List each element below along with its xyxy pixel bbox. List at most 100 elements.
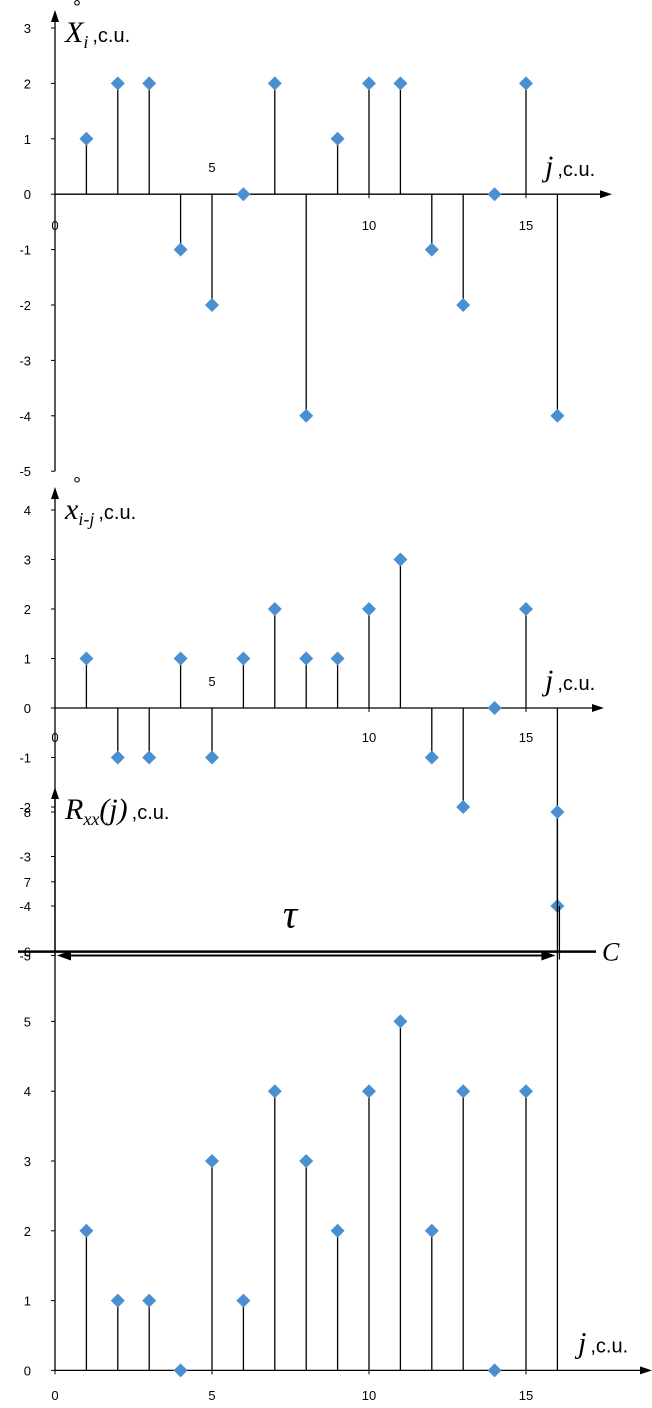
tau-arrow-right bbox=[541, 950, 556, 961]
y-tick-label: 1 bbox=[24, 1294, 31, 1309]
data-point bbox=[142, 1293, 157, 1308]
x-tick-label: 10 bbox=[362, 730, 376, 745]
x-axis-arrow bbox=[640, 1366, 652, 1375]
y-tick-label: 1 bbox=[24, 652, 31, 667]
y-tick-label: 3 bbox=[24, 21, 31, 36]
y-label-sub: i bbox=[83, 32, 88, 52]
y-label-unit: ,c.u. bbox=[92, 25, 130, 47]
data-point bbox=[393, 76, 408, 91]
y-axis-arrow bbox=[51, 10, 59, 22]
x-axis-label: j ,c.u. bbox=[541, 150, 595, 183]
data-point bbox=[236, 187, 251, 202]
x-label-unit: ,c.u. bbox=[590, 1335, 628, 1357]
y-tick-label: -5 bbox=[19, 949, 31, 964]
data-point bbox=[205, 1154, 219, 1168]
x-tick-label: 0 bbox=[51, 730, 58, 745]
y-tick-label: 8 bbox=[24, 805, 31, 820]
x-tick-label: 10 bbox=[362, 218, 376, 233]
data-point bbox=[424, 1223, 439, 1238]
y-tick-label: -1 bbox=[19, 751, 31, 766]
data-point bbox=[236, 651, 251, 666]
y-tick-label: 2 bbox=[24, 602, 31, 617]
tau-label: τ bbox=[283, 892, 299, 937]
data-point bbox=[393, 1014, 408, 1029]
data-point bbox=[267, 76, 282, 91]
data-point bbox=[299, 408, 314, 423]
x-label-unit: ,c.u. bbox=[557, 159, 595, 181]
data-point bbox=[173, 651, 188, 666]
data-point bbox=[110, 1293, 125, 1308]
y-label-arg: (j) bbox=[99, 793, 127, 826]
y-tick-label: -4 bbox=[19, 409, 31, 424]
y-tick-label: -3 bbox=[19, 353, 31, 368]
data-point bbox=[173, 1363, 188, 1378]
x-axis-label: j ,c.u. bbox=[574, 1326, 628, 1359]
tau-arrow-left bbox=[57, 950, 71, 961]
y-tick-label: 2 bbox=[24, 1224, 31, 1239]
y-label-main: X bbox=[64, 16, 85, 49]
y-label-ring: ° bbox=[73, 0, 81, 19]
y-axis-label: Xi ,c.u. bbox=[64, 16, 130, 52]
y-axis-arrow bbox=[51, 487, 59, 499]
y-tick-label: 1 bbox=[24, 132, 31, 147]
data-point bbox=[299, 1154, 314, 1168]
y-label-unit: ,c.u. bbox=[98, 502, 136, 524]
x-tick-label: 15 bbox=[519, 218, 533, 233]
data-point bbox=[236, 1293, 251, 1308]
y-tick-label: -2 bbox=[19, 800, 31, 815]
x-tick-label: 15 bbox=[519, 1388, 533, 1403]
data-point bbox=[456, 298, 471, 312]
y-tick-label: 2 bbox=[24, 76, 31, 91]
data-point bbox=[487, 701, 502, 715]
y-label-main: x bbox=[64, 493, 79, 526]
y-tick-label: -2 bbox=[19, 298, 31, 313]
y-tick-label: -4 bbox=[19, 899, 31, 914]
data-point bbox=[550, 805, 565, 819]
y-tick-label: 7 bbox=[24, 875, 31, 890]
data-point bbox=[330, 1223, 345, 1238]
y-tick-label: 4 bbox=[24, 503, 31, 518]
data-point bbox=[267, 1084, 282, 1099]
data-point bbox=[299, 651, 314, 666]
x-tick-label: 5 bbox=[208, 1388, 215, 1403]
data-point bbox=[267, 602, 282, 616]
data-point bbox=[110, 750, 125, 765]
y-tick-label: -1 bbox=[19, 243, 31, 258]
data-point bbox=[79, 131, 94, 146]
data-point bbox=[79, 1223, 94, 1238]
y-tick-label: -3 bbox=[19, 850, 31, 865]
data-point bbox=[205, 298, 219, 312]
data-point bbox=[79, 651, 94, 666]
data-point bbox=[330, 131, 345, 146]
y-axis-label: Rxx(j) ,c.u. bbox=[64, 793, 169, 829]
y-tick-label: 4 bbox=[24, 1084, 31, 1099]
data-point bbox=[362, 1084, 376, 1099]
data-point bbox=[330, 651, 345, 666]
x-tick-label: 0 bbox=[51, 1388, 58, 1403]
y-axis-arrow bbox=[51, 787, 59, 799]
y-tick-label: 0 bbox=[24, 1363, 31, 1378]
data-point bbox=[142, 750, 157, 765]
y-label-sub: i-j bbox=[78, 509, 94, 529]
y-tick-label: 0 bbox=[24, 701, 31, 716]
x-label-main: j bbox=[574, 1326, 586, 1359]
y-label-unit: ,c.u. bbox=[132, 802, 170, 824]
x-label-main: j bbox=[541, 664, 553, 697]
x-tick-label: 5 bbox=[208, 160, 215, 175]
x-axis-label: j ,c.u. bbox=[541, 664, 595, 697]
data-point bbox=[487, 187, 502, 202]
data-point bbox=[519, 76, 533, 91]
y-tick-label: 0 bbox=[24, 187, 31, 202]
x-tick-label: 0 bbox=[51, 218, 58, 233]
data-point bbox=[362, 76, 376, 91]
x-tick-label: 5 bbox=[208, 674, 215, 689]
data-point bbox=[519, 1084, 533, 1099]
data-point bbox=[424, 242, 439, 257]
x-axis-arrow bbox=[600, 190, 612, 199]
y-tick-label: -5 bbox=[19, 464, 31, 479]
x-label-unit: ,c.u. bbox=[557, 673, 595, 695]
y-tick-label: 3 bbox=[24, 1154, 31, 1169]
data-point bbox=[487, 1363, 502, 1378]
data-point bbox=[173, 242, 188, 257]
